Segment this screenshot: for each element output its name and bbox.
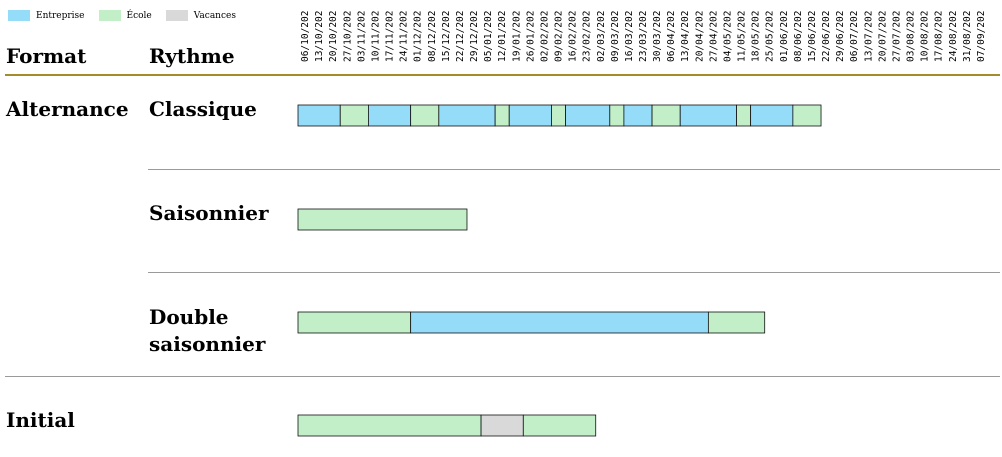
legend-swatch-vacances (165, 10, 188, 21)
row-rythme-classique: Classique (149, 97, 257, 121)
gantt-segment-cole (339, 104, 369, 127)
gantt-segment-entreprise (679, 104, 737, 127)
x-tick-label: 30/03/202 (652, 11, 663, 62)
x-tick-label: 22/12/202 (455, 11, 466, 62)
legend-item-entreprise: Entreprise (8, 10, 85, 21)
x-tick-label: 03/08/202 (906, 11, 917, 62)
gantt-segment-entreprise (297, 104, 341, 127)
legend-label-entreprise: Entreprise (36, 10, 85, 21)
x-tick-label: 02/03/202 (596, 11, 607, 62)
header-format: Format (6, 44, 87, 68)
x-tick-label: 03/11/202 (356, 11, 367, 62)
x-tick-label: 29/06/202 (835, 11, 846, 62)
x-tick-label: 13/10/202 (314, 11, 325, 62)
gantt-segment-cole (609, 104, 625, 127)
legend-swatch-entreprise (8, 10, 30, 21)
x-tick-label: 27/10/202 (342, 11, 353, 62)
x-tick-label: 15/12/202 (441, 11, 452, 62)
legend-label-ecole: École (126, 10, 152, 21)
row-rythme-saisonnier: Saisonnier (149, 201, 269, 225)
gantt-segment-entreprise (368, 104, 412, 127)
row-format-initial: Initial (6, 408, 75, 432)
x-tick-label: 01/12/202 (413, 11, 424, 62)
x-tick-label: 31/08/202 (962, 11, 973, 62)
gantt-segment-entreprise (438, 104, 496, 127)
x-tick-label: 23/02/202 (582, 11, 593, 62)
gantt-segment-entreprise (565, 104, 611, 127)
x-tick-label: 09/02/202 (554, 11, 565, 62)
x-tick-label: 07/09/202 (976, 11, 987, 62)
gantt-segment-cole (792, 104, 822, 127)
x-tick-label: 16/03/202 (624, 11, 635, 62)
x-tick-label: 18/05/202 (751, 11, 762, 62)
x-tick-label: 22/06/202 (821, 11, 832, 62)
gantt-segment-cole (522, 414, 597, 437)
gantt-segment-cole (494, 104, 510, 127)
x-tick-label: 08/06/202 (793, 11, 804, 62)
x-tick-label: 20/10/202 (328, 11, 339, 62)
x-tick-label: 05/01/202 (483, 11, 494, 62)
x-tick-label: 20/07/202 (877, 11, 888, 62)
x-tick-label: 15/06/202 (807, 11, 818, 62)
x-tick-label: 02/02/202 (539, 11, 550, 62)
x-tick-label: 16/02/202 (568, 11, 579, 62)
gantt-segment-cole (410, 104, 440, 127)
legend: Entreprise École Vacances (8, 10, 250, 21)
gantt-segment-cole (651, 104, 681, 127)
gantt-segment-entreprise (410, 311, 709, 334)
row-format-alternance: Alternance (6, 97, 129, 121)
x-tick-label: 27/04/202 (708, 11, 719, 62)
gantt-segment-entreprise (508, 104, 552, 127)
x-tick-label: 27/07/202 (891, 11, 902, 62)
x-tick-label: 24/11/202 (399, 11, 410, 62)
separator-classique (148, 169, 1000, 170)
gantt-segment-entreprise (750, 104, 794, 127)
x-tick-label: 06/10/202 (300, 11, 311, 62)
gantt-segment-cole (297, 208, 468, 231)
separator-saisonnier (148, 272, 1000, 273)
gantt-segment-cole (551, 104, 566, 127)
gantt-segment-cole (297, 414, 482, 437)
gantt-segment-entreprise (623, 104, 653, 127)
x-tick-label: 01/06/202 (779, 11, 790, 62)
x-tick-label: 08/12/202 (427, 11, 438, 62)
gantt-segment-cole (297, 311, 412, 334)
x-tick-label: 06/04/202 (666, 11, 677, 62)
gantt-segment-cole (707, 311, 766, 334)
x-tick-label: 09/03/202 (610, 11, 621, 62)
x-tick-label: 10/11/202 (370, 11, 381, 62)
x-tick-label: 29/12/202 (469, 11, 480, 62)
x-tick-label: 23/03/202 (638, 11, 649, 62)
x-tick-label: 17/08/202 (934, 11, 945, 62)
x-tick-label: 10/08/202 (920, 11, 931, 62)
x-tick-label: 24/08/202 (948, 11, 959, 62)
header-rythme: Rythme (149, 44, 235, 68)
legend-item-vacances: Vacances (165, 10, 236, 21)
x-tick-label: 17/11/202 (385, 11, 396, 62)
row-rythme-double-saisonnier: Double saisonnier (149, 305, 266, 356)
x-tick-label: 19/01/202 (511, 11, 522, 62)
legend-item-ecole: École (98, 10, 152, 21)
x-tick-label: 20/04/202 (694, 11, 705, 62)
separator-alternance (5, 376, 1000, 377)
gantt-segment-vacances (480, 414, 524, 437)
header-divider (5, 74, 1000, 76)
legend-label-vacances: Vacances (193, 10, 236, 21)
x-tick-label: 12/01/202 (497, 11, 508, 62)
legend-swatch-ecole (98, 10, 121, 21)
x-tick-label: 13/07/202 (863, 11, 874, 62)
x-tick-label: 25/05/202 (765, 11, 776, 62)
x-tick-label: 11/05/202 (737, 11, 748, 62)
x-tick-label: 13/04/202 (680, 11, 691, 62)
x-tick-label: 04/05/202 (722, 11, 733, 62)
x-tick-label: 26/01/202 (525, 11, 536, 62)
x-tick-label: 06/07/202 (849, 11, 860, 62)
gantt-segment-cole (736, 104, 752, 127)
